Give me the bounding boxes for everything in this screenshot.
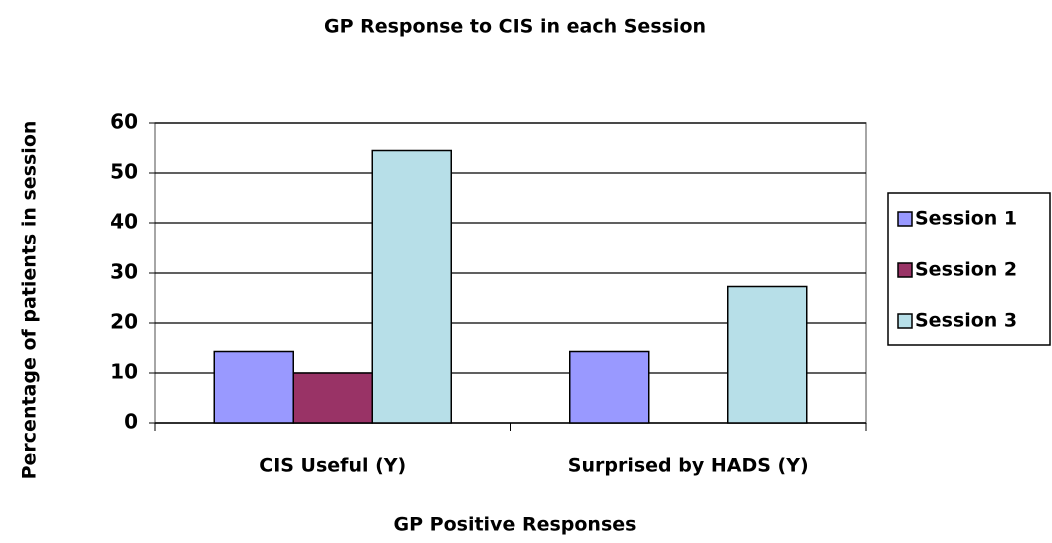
x-tick-label: CIS Useful (Y) xyxy=(259,455,406,477)
y-tick-label: 60 xyxy=(110,110,138,134)
legend-label: Session 1 xyxy=(915,208,1017,230)
bar xyxy=(727,285,808,424)
y-axis-label: Percentage of patients in session xyxy=(19,121,41,480)
legend-swatch xyxy=(897,262,913,278)
legend-swatch xyxy=(897,211,913,227)
legend-label: Session 3 xyxy=(915,310,1017,332)
chart-title: GP Response to CIS in each Session xyxy=(324,16,706,38)
bar xyxy=(292,372,373,424)
y-tick-label: 20 xyxy=(110,310,138,334)
y-tick-label: 40 xyxy=(110,210,138,234)
y-tick-label: 0 xyxy=(124,410,138,434)
legend-swatch xyxy=(897,313,913,329)
y-tick-label: 50 xyxy=(110,160,138,184)
y-tick-label: 30 xyxy=(110,260,138,284)
bar xyxy=(371,149,452,424)
bar xyxy=(569,350,650,424)
y-tick-label: 10 xyxy=(110,360,138,384)
legend xyxy=(887,192,1051,346)
x-axis-label: GP Positive Responses xyxy=(394,514,637,536)
x-tick-label: Surprised by HADS (Y) xyxy=(568,455,809,477)
legend-label: Session 2 xyxy=(915,259,1017,281)
bar xyxy=(213,350,294,424)
